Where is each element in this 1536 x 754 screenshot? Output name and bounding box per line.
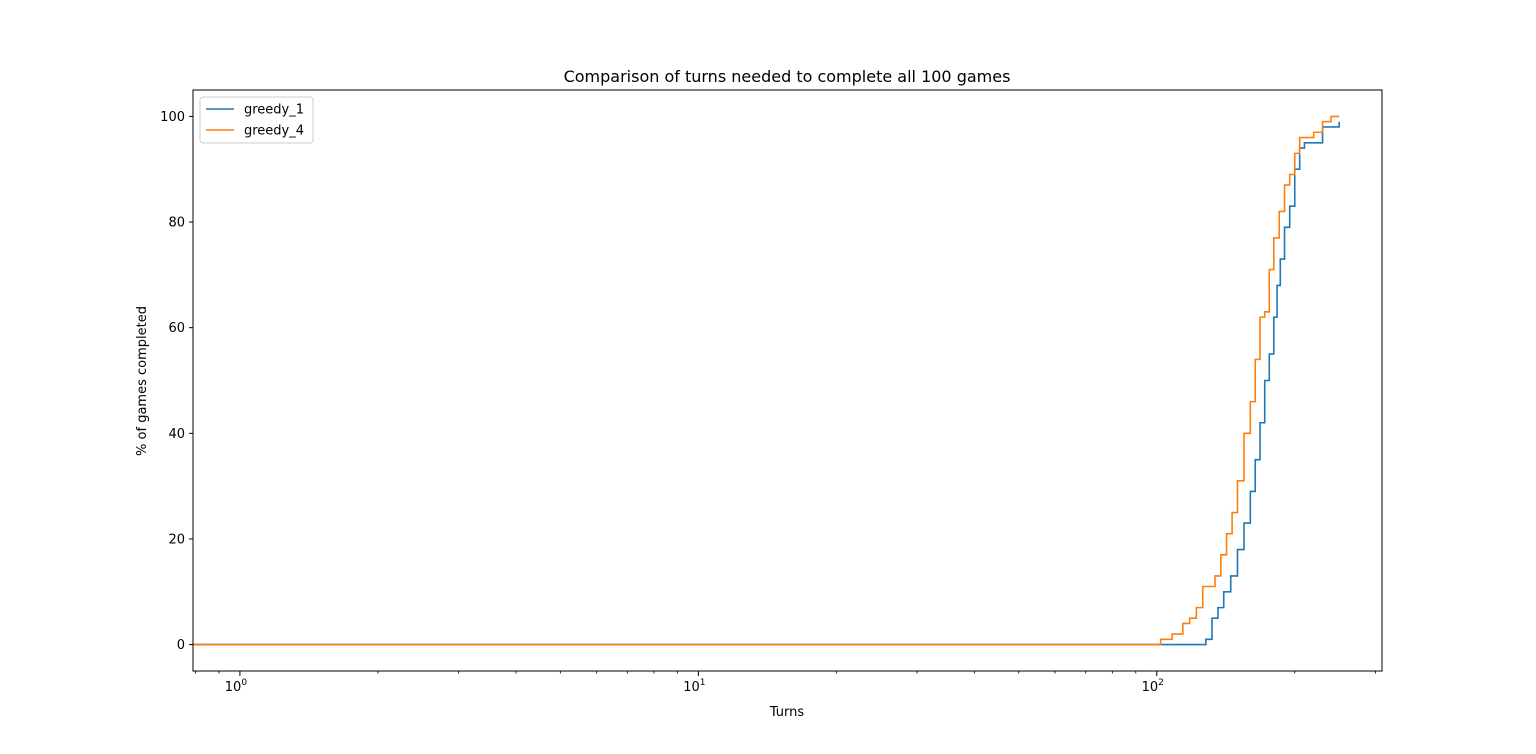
x-tick-label: 100 — [225, 678, 248, 695]
legend-label-greedy_4: greedy_4 — [244, 124, 304, 139]
x-tick-label: 102 — [1142, 678, 1164, 695]
y-tick-label: 60 — [168, 321, 185, 336]
x-axis-label: Turns — [769, 705, 805, 720]
series-line-greedy_1 — [193, 121, 1340, 646]
y-axis-label: % of games completed — [135, 306, 150, 456]
axis-ticks: 0 20 40 60 80 100 100 101 102 — [160, 110, 1376, 695]
chart-title: Comparison of turns needed to complete a… — [564, 67, 1011, 86]
legend-label-greedy_1: greedy_1 — [244, 103, 304, 118]
series-line-greedy_4 — [193, 115, 1340, 646]
axes-frame — [192, 89, 1383, 672]
x-tick-label: 101 — [683, 678, 705, 695]
y-tick-label: 100 — [160, 110, 185, 125]
y-tick-label: 80 — [168, 216, 185, 231]
legend: greedy_1 greedy_4 — [199, 96, 314, 144]
y-tick-label: 20 — [168, 532, 185, 547]
plot-area — [193, 115, 1340, 646]
y-tick-label: 40 — [168, 427, 185, 442]
y-tick-label: 0 — [177, 638, 185, 653]
